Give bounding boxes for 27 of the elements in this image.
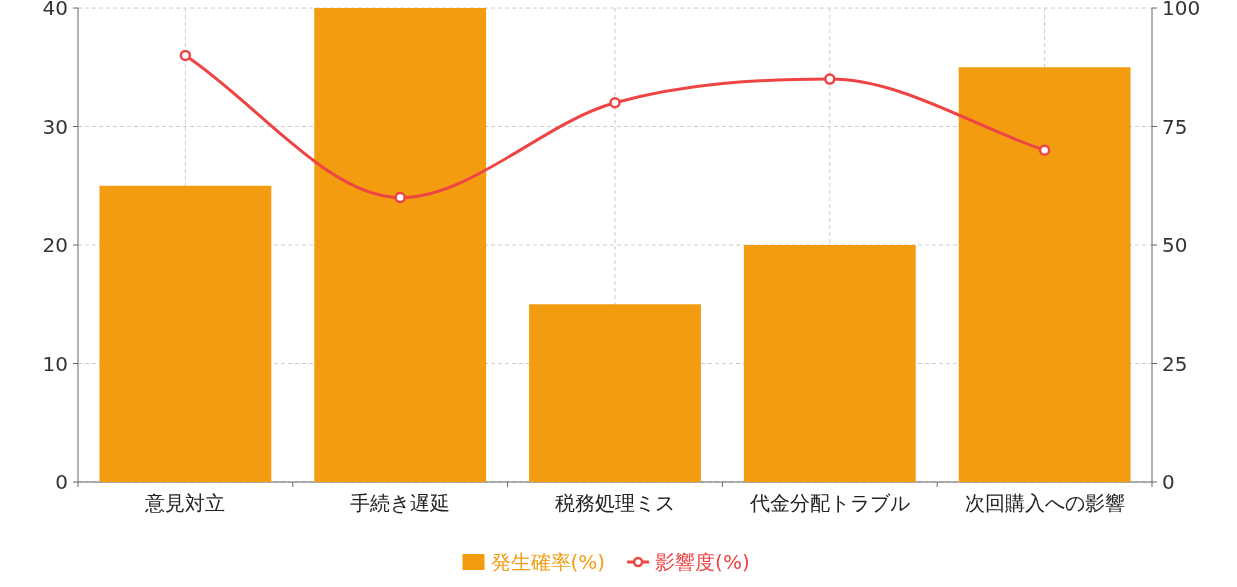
point — [609, 97, 621, 109]
x-tick-label: 手続き遅延 — [350, 491, 451, 515]
x-tick-label: 意見対立 — [144, 491, 226, 515]
y-tick-label: 20 — [42, 233, 68, 257]
y2-tick-label: 50 — [1162, 233, 1188, 257]
bar — [743, 245, 916, 482]
y2-tick-label: 100 — [1162, 0, 1201, 20]
bar — [314, 8, 487, 482]
bar — [529, 304, 701, 482]
point — [394, 191, 406, 204]
point — [179, 49, 192, 62]
y-tick-label: 0 — [55, 470, 68, 494]
y2-tick-label: 25 — [1162, 351, 1188, 376]
x-tick-label: 次回購入への影響 — [964, 491, 1125, 515]
legend-label: 影響度(%) — [655, 550, 750, 574]
y-tick-label: 10 — [42, 351, 68, 376]
bar — [99, 185, 272, 482]
y-tick-label: 30 — [42, 114, 68, 139]
y-tick-label: 40 — [42, 0, 68, 20]
legend-label: 発生確率(%) — [490, 550, 606, 574]
y2-tick-label: 0 — [1162, 470, 1175, 494]
x-tick-label: 代金分配トラブル — [748, 491, 910, 515]
x-tick-label: 税務処理ミス — [555, 491, 675, 515]
point — [824, 73, 836, 85]
point — [1038, 144, 1051, 156]
y2-tick-label: 75 — [1162, 114, 1188, 139]
bar — [958, 67, 1131, 482]
